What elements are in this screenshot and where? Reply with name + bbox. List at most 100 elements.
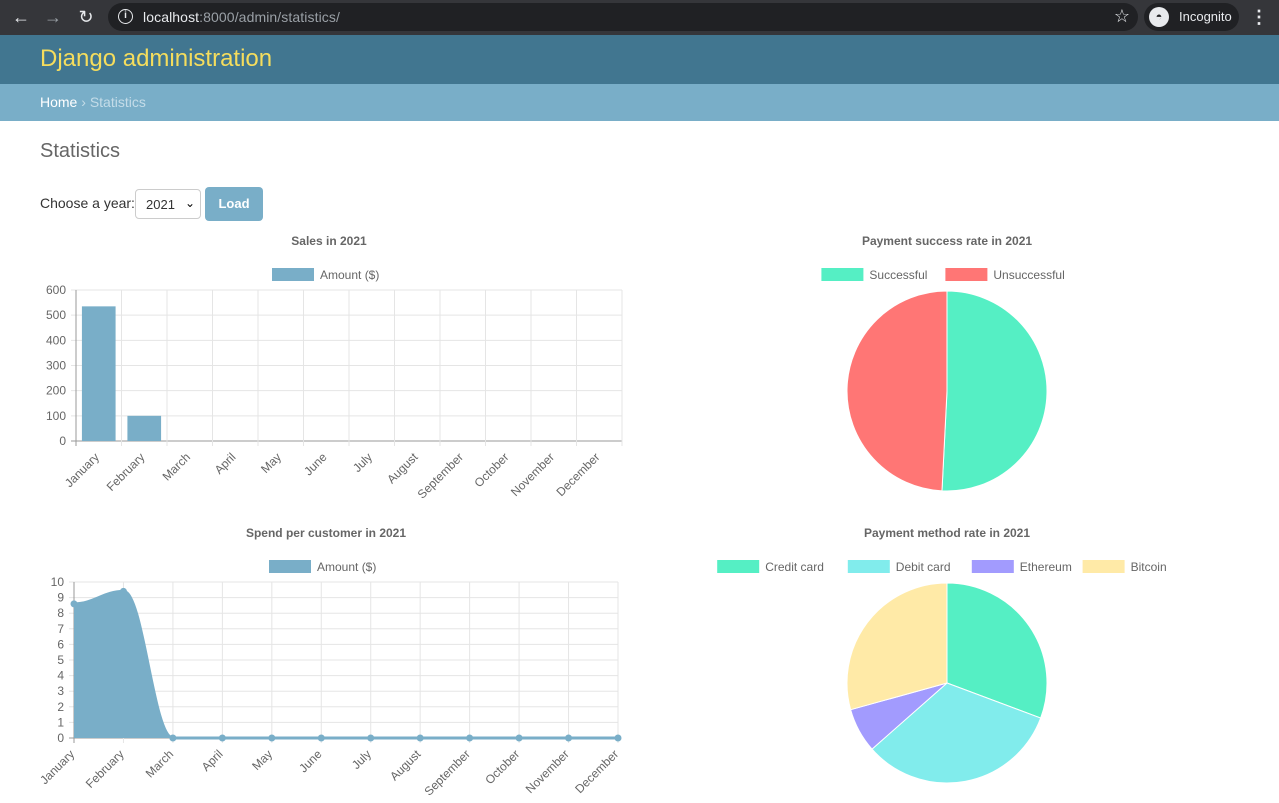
chevron-down-icon: ⌄ <box>184 196 195 210</box>
chart-title: Sales in 2021 <box>291 234 367 248</box>
y-tick-label: 8 <box>57 606 64 620</box>
legend-swatch <box>717 560 760 573</box>
y-tick-label: 500 <box>46 308 66 322</box>
pie-slice <box>941 290 1048 492</box>
legend-swatch <box>821 268 864 281</box>
y-tick-label: 5 <box>57 653 64 667</box>
y-tick-label: 600 <box>46 283 66 297</box>
legend-swatch <box>1082 560 1125 573</box>
x-tick-label: August <box>384 450 421 487</box>
main-content: Statistics Choose a year: 2021 ⌄ Load <box>40 140 263 221</box>
x-tick-label: August <box>387 747 424 784</box>
breadcrumb: Home › Statistics <box>0 84 1279 121</box>
browser-toolbar: ← → ↻ i localhost:8000/admin/statistics/… <box>0 0 1279 35</box>
y-tick-label: 300 <box>46 359 66 373</box>
legend-label: Debit card <box>896 560 951 574</box>
x-tick-label: July <box>349 747 374 772</box>
bar <box>81 306 116 441</box>
year-form: Choose a year: 2021 ⌄ Load <box>40 187 340 223</box>
legend-swatch <box>945 268 988 281</box>
x-tick-label: March <box>160 450 193 483</box>
incognito-profile-button[interactable]: ◓ Incognito <box>1144 3 1239 31</box>
breadcrumb-current: Statistics <box>89 94 146 110</box>
legend-swatch <box>847 560 890 573</box>
y-tick-label: 1 <box>57 715 64 729</box>
page-title: Statistics <box>40 140 121 162</box>
data-point <box>515 734 523 742</box>
site-info-icon[interactable]: i <box>118 9 133 24</box>
x-tick-label: September <box>422 747 473 798</box>
x-tick-label: September <box>415 450 466 501</box>
legend-swatch <box>269 560 311 573</box>
breadcrumb-separator: › <box>81 94 86 110</box>
legend-swatch <box>272 268 314 281</box>
legend-label: Bitcoin <box>1131 560 1167 574</box>
y-tick-label: 6 <box>57 637 64 651</box>
y-tick-label: 100 <box>46 409 66 423</box>
series-line <box>73 589 618 740</box>
x-tick-label: March <box>143 747 176 780</box>
forward-icon[interactable]: → <box>44 7 62 27</box>
x-tick-label: July <box>350 450 375 475</box>
reload-icon[interactable]: ↻ <box>78 7 94 27</box>
pie-slice <box>846 290 948 492</box>
incognito-icon: ◓ <box>1149 7 1169 27</box>
data-point <box>268 734 276 742</box>
legend-label: Amount ($) <box>317 560 376 574</box>
url-text: localhost:8000/admin/statistics/ <box>143 9 340 25</box>
chart-title: Payment success rate in 2021 <box>862 234 1032 248</box>
data-point <box>416 734 424 742</box>
x-tick-label: December <box>572 747 621 796</box>
legend-label: Amount ($) <box>320 268 379 282</box>
back-icon[interactable]: ← <box>12 7 30 27</box>
pie-slice <box>946 582 1048 719</box>
profile-label: Incognito <box>1179 9 1232 24</box>
pie-slice <box>871 682 1042 784</box>
data-point <box>169 734 177 742</box>
year-select[interactable]: 2021 ⌄ <box>135 189 201 219</box>
x-tick-label: October <box>471 450 511 490</box>
x-tick-label: February <box>83 747 127 791</box>
data-point <box>119 587 127 595</box>
legend-label: Credit card <box>765 560 824 574</box>
site-name[interactable]: Django administration <box>40 45 273 72</box>
address-bar[interactable]: i localhost:8000/admin/statistics/ ☆ <box>108 3 1138 31</box>
y-tick-label: 200 <box>46 384 66 398</box>
year-label: Choose a year: <box>40 195 135 211</box>
y-tick-label: 10 <box>51 575 65 589</box>
y-tick-label: 9 <box>57 591 64 605</box>
y-tick-label: 4 <box>57 669 64 683</box>
x-tick-label: May <box>249 747 275 773</box>
x-tick-label: April <box>199 747 226 774</box>
data-point <box>218 734 226 742</box>
pie-slice <box>850 682 948 750</box>
site-header: Django administration <box>0 35 1279 84</box>
y-tick-label: 7 <box>57 622 64 636</box>
year-select-value: 2021 <box>146 197 175 212</box>
y-tick-label: 0 <box>57 731 64 745</box>
legend-label: Ethereum <box>1020 560 1072 574</box>
chart-title: Spend per customer in 2021 <box>246 526 406 540</box>
bookmark-star-icon[interactable]: ☆ <box>1113 6 1130 26</box>
x-tick-label: November <box>523 747 572 796</box>
area-fill <box>74 591 618 738</box>
data-point <box>367 734 375 742</box>
bar <box>127 415 162 441</box>
load-button[interactable]: Load <box>205 187 263 221</box>
x-tick-label: June <box>296 747 325 776</box>
x-tick-label: November <box>508 450 557 499</box>
x-tick-label: February <box>104 450 148 494</box>
y-tick-label: 400 <box>46 333 66 347</box>
data-point <box>466 734 474 742</box>
x-tick-label: June <box>301 450 330 479</box>
legend-label: Successful <box>869 268 927 282</box>
data-point <box>70 600 78 608</box>
x-tick-label: October <box>482 747 522 787</box>
x-tick-label: December <box>553 450 602 499</box>
browser-menu-icon[interactable]: ⋮ <box>1250 7 1268 27</box>
breadcrumb-home-link[interactable]: Home <box>40 94 78 110</box>
data-point <box>317 734 325 742</box>
data-point <box>614 734 622 742</box>
legend-swatch <box>971 560 1014 573</box>
y-tick-label: 3 <box>57 684 64 698</box>
